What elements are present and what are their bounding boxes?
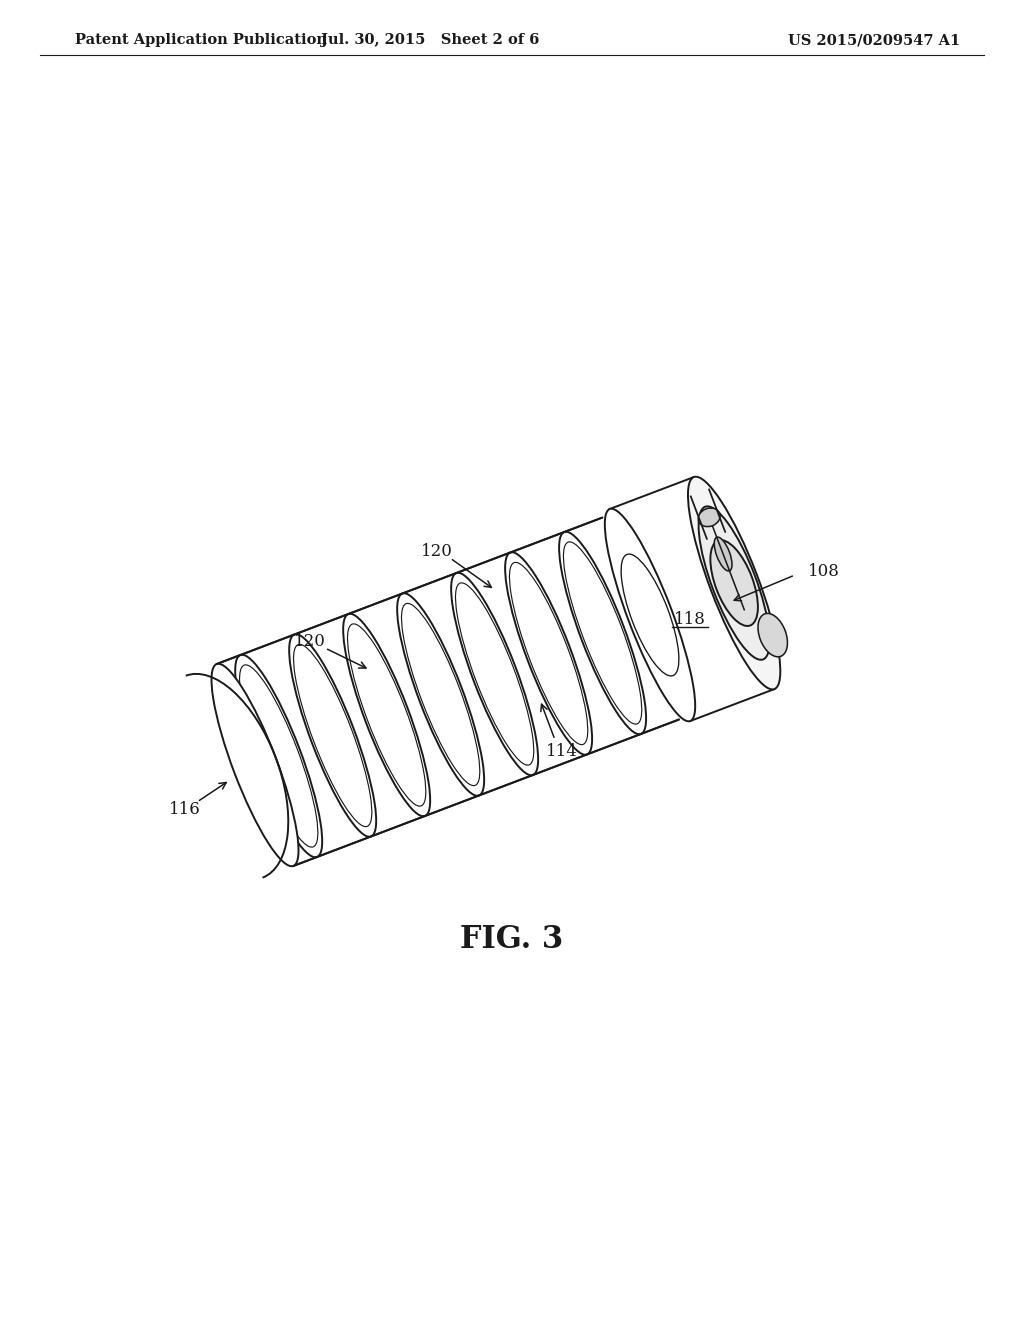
- Text: 114: 114: [546, 743, 578, 760]
- Text: 120: 120: [294, 634, 326, 651]
- Ellipse shape: [711, 540, 758, 626]
- Text: 108: 108: [808, 564, 840, 581]
- Ellipse shape: [505, 552, 592, 755]
- Ellipse shape: [343, 614, 430, 816]
- Ellipse shape: [559, 532, 646, 734]
- Ellipse shape: [212, 664, 299, 866]
- Text: 118: 118: [674, 611, 706, 628]
- Ellipse shape: [688, 477, 780, 689]
- Text: Patent Application Publication: Patent Application Publication: [75, 33, 327, 48]
- Ellipse shape: [698, 508, 720, 527]
- Text: FIG. 3: FIG. 3: [461, 924, 563, 956]
- Text: US 2015/0209547 A1: US 2015/0209547 A1: [787, 33, 961, 48]
- Text: 116: 116: [169, 801, 201, 818]
- Ellipse shape: [715, 537, 732, 572]
- Ellipse shape: [236, 655, 323, 857]
- Ellipse shape: [698, 507, 770, 660]
- Ellipse shape: [397, 593, 484, 796]
- Ellipse shape: [452, 573, 539, 775]
- Ellipse shape: [605, 508, 695, 721]
- Text: 120: 120: [421, 544, 453, 561]
- Ellipse shape: [289, 634, 376, 837]
- Text: Jul. 30, 2015   Sheet 2 of 6: Jul. 30, 2015 Sheet 2 of 6: [321, 33, 540, 48]
- Ellipse shape: [758, 614, 787, 657]
